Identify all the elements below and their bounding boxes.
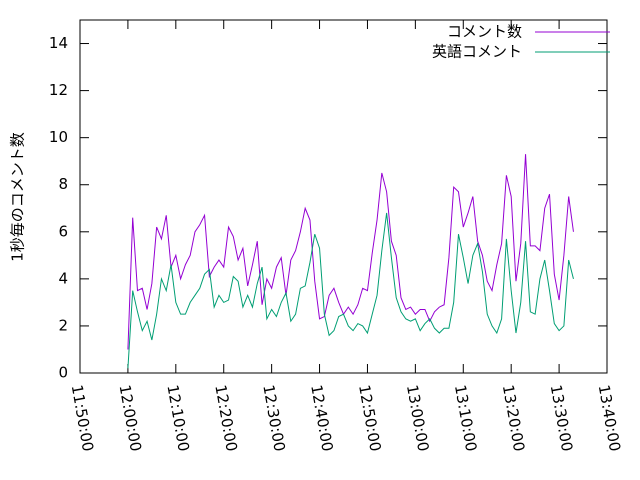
legend-label: コメント数 (447, 23, 522, 41)
y-tick-label: 4 (58, 269, 68, 287)
series-line (127, 154, 574, 350)
legend-label: 英語コメント (432, 43, 522, 61)
y-tick-label: 6 (58, 222, 68, 240)
x-tick-label: 13:10:00 (451, 383, 480, 452)
y-tick-label: 8 (58, 175, 68, 193)
plot-frame (79, 19, 608, 374)
y-axis-label: 1秒毎のコメント数 (9, 132, 27, 262)
y-tick-label: 0 (58, 364, 68, 382)
x-tick-label: 12:30:00 (259, 383, 288, 452)
y-tick-label: 12 (49, 81, 68, 99)
x-tick-label: 11:50:00 (68, 383, 97, 452)
x-tick-label: 12:50:00 (355, 383, 384, 452)
y-tick-label: 10 (49, 128, 68, 146)
y-tick-label: 2 (58, 316, 68, 334)
x-tick-label: 13:20:00 (499, 383, 528, 452)
x-tick-label: 13:40:00 (595, 383, 624, 452)
x-tick-label: 12:10:00 (163, 383, 192, 452)
x-tick-label: 12:00:00 (116, 383, 145, 452)
x-tick-label: 13:30:00 (547, 383, 576, 452)
y-tick-label: 14 (49, 34, 68, 52)
x-tick-label: 12:20:00 (211, 383, 240, 452)
x-tick-label: 13:00:00 (403, 383, 432, 452)
series-line (127, 212, 574, 369)
x-tick-label: 12:40:00 (307, 383, 336, 452)
